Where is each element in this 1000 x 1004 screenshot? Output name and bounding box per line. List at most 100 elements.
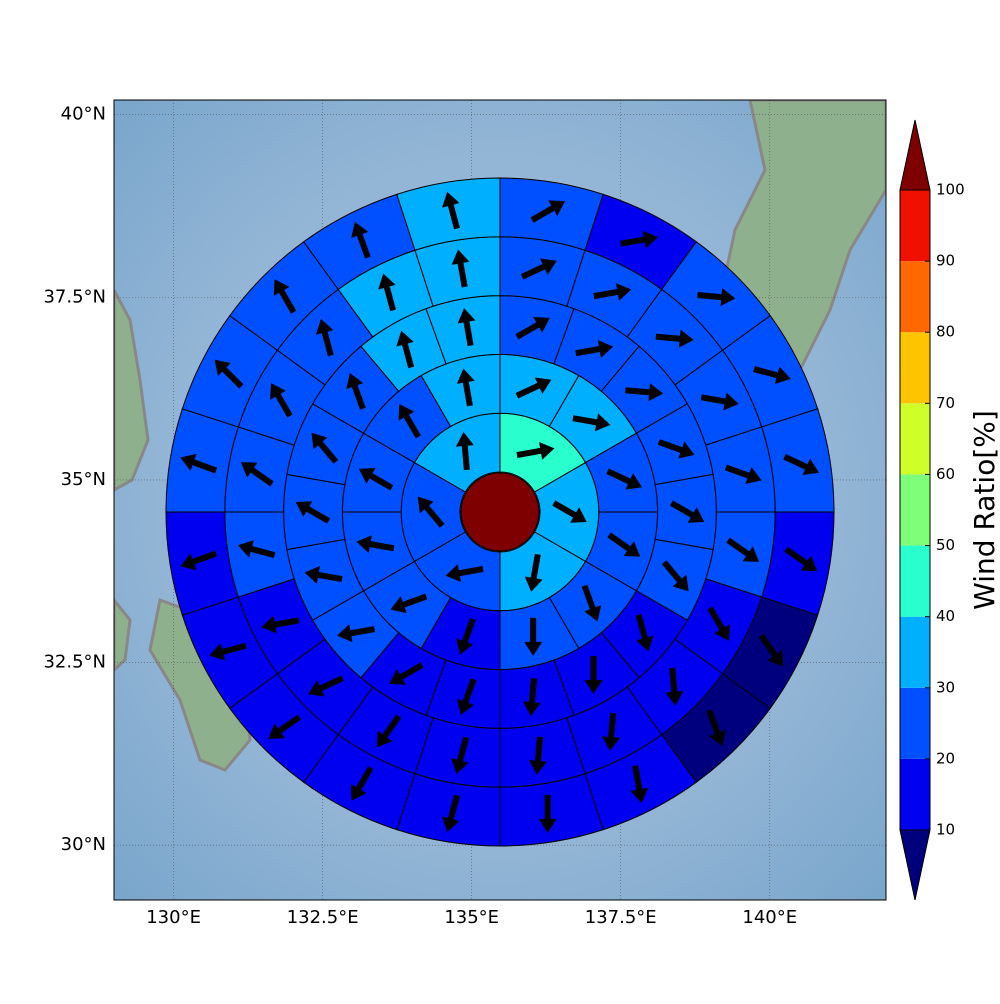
wind-arrow <box>350 766 374 801</box>
wind-arrow <box>520 258 557 280</box>
wind-arrow <box>180 453 218 474</box>
wind-arrow <box>209 642 247 661</box>
wind-arrow <box>337 624 375 643</box>
wind-arrow <box>451 249 470 288</box>
wind-arrow <box>724 464 762 485</box>
wind-arrow <box>657 439 695 459</box>
wind-arrow <box>237 540 276 559</box>
wind-arrow <box>700 392 739 411</box>
colorbar-tick-label: 100 <box>936 181 965 199</box>
wind-arrow <box>261 615 300 634</box>
wind-arrow <box>575 340 614 358</box>
wind-arrow <box>396 330 415 369</box>
wind-arrow <box>389 662 424 685</box>
wind-arrow <box>630 765 649 804</box>
wind-arrow <box>753 366 791 384</box>
wind-arrow <box>445 564 484 583</box>
wind-arrow <box>457 678 477 715</box>
wind-arrow <box>515 377 552 399</box>
wind-arrow <box>572 413 611 432</box>
wind-arrow <box>308 675 344 697</box>
colorbar-tick-label: 40 <box>936 607 955 625</box>
colorbar-label: Wind Ratio[%] <box>968 410 1000 610</box>
center-circle <box>460 472 540 552</box>
x-tick-label: 132.5°E <box>287 907 359 928</box>
wind-arrow <box>442 191 460 230</box>
wind-arrow <box>584 655 603 694</box>
wind-arrow <box>606 468 642 490</box>
wind-arrow <box>442 794 460 833</box>
colorbar-segment <box>900 190 930 262</box>
colorbar-frame <box>899 189 931 831</box>
wind-arrow <box>697 288 736 307</box>
wind-arrow <box>669 500 705 523</box>
wind-arrow <box>528 736 547 775</box>
colorbar: 10 20 30 40 50 60 70 80 90 100 <box>899 119 965 901</box>
plot-frame <box>113 99 887 901</box>
wind-arrow <box>530 200 565 223</box>
x-tick-label: 135°E <box>444 907 499 928</box>
wind-arrow <box>625 383 664 402</box>
wind-arrow <box>273 279 297 314</box>
y-tick-label: 35°N <box>61 469 106 490</box>
colorbar-tick-label: 20 <box>936 749 955 767</box>
colorbar-segment <box>900 403 930 475</box>
colorbar-segment <box>900 261 930 333</box>
wind-arrow <box>607 532 641 557</box>
colorbar-extend-low <box>899 829 931 901</box>
colorbar-tick-label: 10 <box>936 821 955 839</box>
wind-arrow <box>455 431 474 471</box>
y-tick-label: 32.5°N <box>43 652 106 673</box>
wind-arrow <box>524 553 543 592</box>
colorbar-tick-label: 30 <box>936 678 955 696</box>
wind-arrow <box>268 714 302 739</box>
wind-arrow <box>180 550 218 571</box>
colorbar-segment <box>900 545 930 617</box>
wind-arrow <box>635 614 654 652</box>
wind-arrow <box>390 593 428 614</box>
wind-arrow <box>726 537 760 562</box>
sectors <box>165 177 835 847</box>
colorbar-segment <box>900 616 930 688</box>
y-tick-label: 30°N <box>61 834 106 855</box>
y-tick-label: 37.5°N <box>43 286 106 307</box>
wind-arrow <box>706 709 726 747</box>
wind-arrow <box>620 230 658 249</box>
korea <box>114 289 150 492</box>
wind-arrow <box>214 359 244 389</box>
wind-arrow <box>456 368 475 407</box>
wind-arrow <box>522 677 541 717</box>
wind-arrow <box>655 329 694 348</box>
wind-arrow <box>295 501 331 524</box>
colorbar-tick-label: 60 <box>936 465 955 483</box>
colorbar-segment <box>900 474 930 546</box>
wind-arrow <box>784 546 818 572</box>
wind-arrow <box>315 318 334 357</box>
colorbar-tick-label: 70 <box>936 394 955 412</box>
x-tick-label: 140°E <box>742 907 797 928</box>
colorbar-tick-label: 90 <box>936 252 955 270</box>
wind-arrow <box>661 560 689 592</box>
x-tick-label: 137.5°E <box>585 907 657 928</box>
wind-arrow <box>783 454 819 476</box>
colorbar-segment <box>900 758 930 830</box>
colorbar-segment <box>900 687 930 759</box>
islet <box>114 597 132 673</box>
wind-arrow <box>351 221 371 259</box>
wind-arrow <box>538 794 557 833</box>
wind-arrow <box>524 617 543 656</box>
x-tick-label: 130°E <box>146 907 201 928</box>
wind-arrow <box>346 373 366 410</box>
wind-arrow <box>417 496 445 528</box>
wind-arrow <box>665 667 684 706</box>
wind-arrow <box>552 500 587 523</box>
wind-arrow <box>581 584 602 622</box>
wind-arrow <box>602 712 621 751</box>
wind-arrow <box>378 273 396 312</box>
wind-arrow <box>358 468 394 491</box>
wind-arrow <box>270 383 293 418</box>
wind-arrow <box>311 432 339 464</box>
wind-arrow <box>376 714 402 748</box>
wind-arrow <box>515 317 550 340</box>
wind-arrow <box>304 566 343 584</box>
